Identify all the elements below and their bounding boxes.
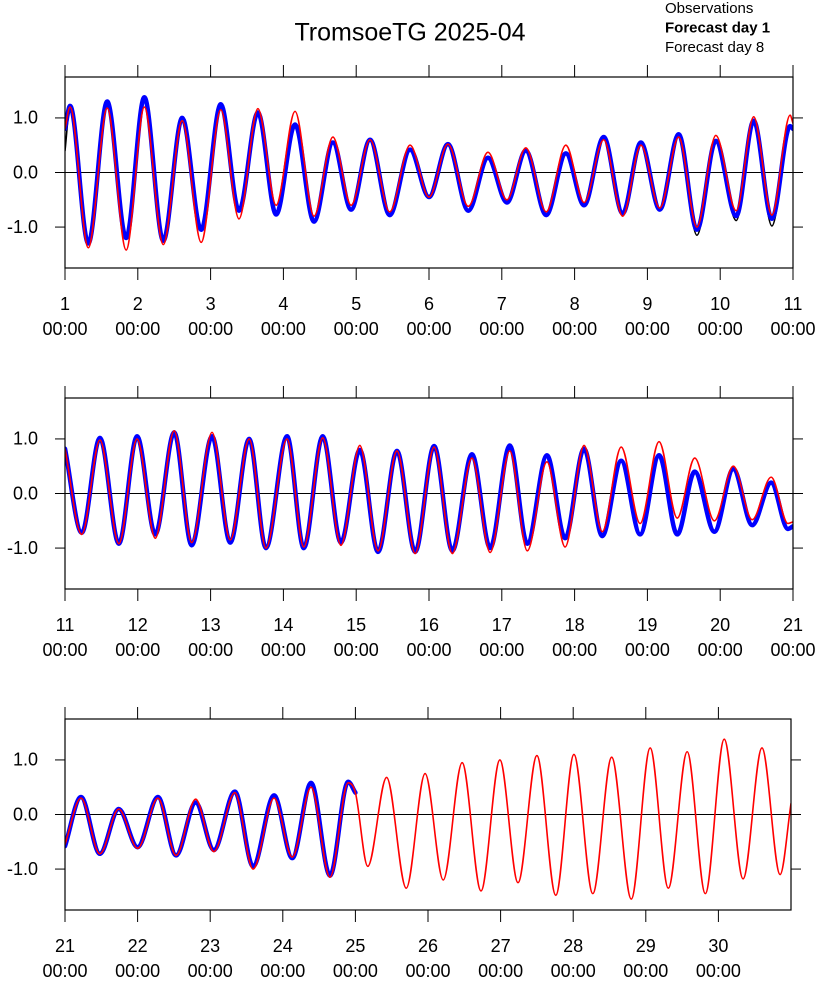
x-tick-label: 18 — [565, 615, 585, 635]
x-tick-sublabel: 00:00 — [405, 961, 450, 981]
legend-entry: Forecast day 1 — [665, 19, 770, 36]
x-tick-sublabel: 00:00 — [770, 640, 815, 660]
x-tick-sublabel: 00:00 — [261, 319, 306, 339]
x-tick-label: 19 — [637, 615, 657, 635]
series-line — [65, 432, 793, 552]
x-tick-label: 14 — [273, 615, 293, 635]
x-tick-sublabel: 00:00 — [188, 961, 233, 981]
x-tick-sublabel: 00:00 — [551, 961, 596, 981]
x-tick-sublabel: 00:00 — [42, 640, 87, 660]
x-tick-sublabel: 00:00 — [552, 640, 597, 660]
x-tick-label: 23 — [200, 936, 220, 956]
x-tick-sublabel: 00:00 — [478, 961, 523, 981]
y-tick-label: 0.0 — [13, 483, 38, 503]
x-tick-label: 6 — [424, 294, 434, 314]
x-tick-label: 26 — [418, 936, 438, 956]
series-line — [65, 429, 793, 555]
x-tick-label: 11 — [784, 294, 803, 314]
x-tick-label: 27 — [491, 936, 511, 956]
x-tick-label: 16 — [419, 615, 439, 635]
x-tick-label: 8 — [570, 294, 580, 314]
x-tick-sublabel: 00:00 — [260, 961, 305, 981]
y-tick-label: 0.0 — [13, 162, 38, 182]
x-tick-sublabel: 00:00 — [625, 640, 670, 660]
x-tick-sublabel: 00:00 — [696, 961, 741, 981]
x-tick-label: 1 — [60, 294, 70, 314]
plot-frame — [64, 76, 794, 269]
legend-entry: Observations — [665, 0, 753, 17]
y-tick-label: -1.0 — [7, 217, 38, 237]
y-tick-label: -1.0 — [7, 538, 38, 558]
x-tick-sublabel: 00:00 — [261, 640, 306, 660]
x-tick-sublabel: 00:00 — [479, 640, 524, 660]
x-tick-label: 17 — [492, 615, 512, 635]
x-tick-sublabel: 00:00 — [623, 961, 668, 981]
series-line — [65, 430, 793, 555]
x-tick-label: 9 — [642, 294, 652, 314]
y-tick-label: 1.0 — [13, 429, 38, 449]
y-tick-label: -1.0 — [7, 859, 38, 879]
legend-entry: Forecast day 8 — [665, 39, 764, 56]
x-tick-label: 22 — [128, 936, 148, 956]
x-tick-label: 21 — [783, 615, 803, 635]
x-tick-sublabel: 00:00 — [770, 319, 815, 339]
x-tick-label: 4 — [278, 294, 288, 314]
plot-frame — [64, 718, 792, 911]
x-tick-sublabel: 00:00 — [188, 319, 233, 339]
y-tick-label: 1.0 — [13, 108, 38, 128]
x-tick-sublabel: 00:00 — [698, 640, 743, 660]
x-tick-label: 28 — [563, 936, 583, 956]
x-tick-label: 10 — [710, 294, 730, 314]
x-tick-sublabel: 00:00 — [334, 319, 379, 339]
x-tick-label: 3 — [206, 294, 216, 314]
x-tick-label: 30 — [708, 936, 728, 956]
x-tick-label: 15 — [346, 615, 366, 635]
x-tick-sublabel: 00:00 — [625, 319, 670, 339]
x-tick-label: 11 — [56, 615, 75, 635]
series-line — [65, 779, 358, 878]
x-tick-label: 13 — [201, 615, 221, 635]
series-line — [65, 106, 793, 251]
x-tick-sublabel: 00:00 — [406, 640, 451, 660]
x-tick-label: 29 — [636, 936, 656, 956]
x-tick-sublabel: 00:00 — [552, 319, 597, 339]
x-tick-label: 21 — [55, 936, 75, 956]
x-tick-label: 12 — [128, 615, 148, 635]
y-tick-label: 0.0 — [13, 804, 38, 824]
x-tick-label: 25 — [345, 936, 365, 956]
x-tick-sublabel: 00:00 — [115, 961, 160, 981]
y-tick-label: 1.0 — [13, 750, 38, 770]
x-tick-sublabel: 00:00 — [479, 319, 524, 339]
x-tick-sublabel: 00:00 — [42, 961, 87, 981]
x-tick-sublabel: 00:00 — [42, 319, 87, 339]
x-tick-label: 5 — [351, 294, 361, 314]
x-tick-label: 2 — [133, 294, 143, 314]
series-line — [65, 738, 791, 900]
x-tick-sublabel: 00:00 — [115, 319, 160, 339]
x-tick-sublabel: 00:00 — [698, 319, 743, 339]
chart-title: TromsoeTG 2025-04 — [294, 19, 525, 47]
x-tick-sublabel: 00:00 — [188, 640, 233, 660]
x-tick-sublabel: 00:00 — [333, 961, 378, 981]
plot-frame — [64, 397, 794, 590]
x-tick-label: 7 — [497, 294, 507, 314]
x-tick-sublabel: 00:00 — [406, 319, 451, 339]
x-tick-label: 20 — [710, 615, 730, 635]
x-tick-sublabel: 00:00 — [334, 640, 379, 660]
x-tick-sublabel: 00:00 — [115, 640, 160, 660]
x-tick-label: 24 — [273, 936, 293, 956]
